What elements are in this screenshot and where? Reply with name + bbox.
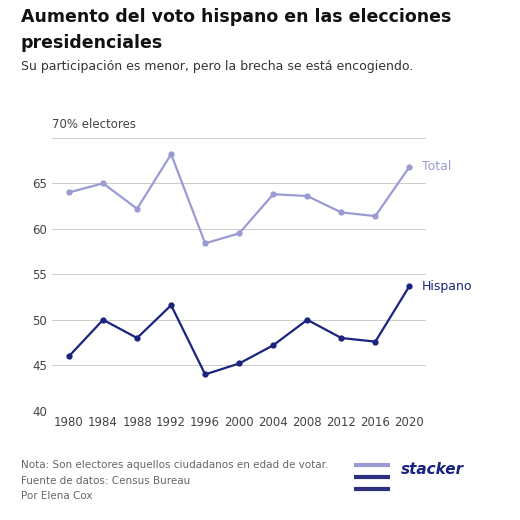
Text: Hispano: Hispano — [422, 280, 473, 293]
Text: Fuente de datos: Census Bureau: Fuente de datos: Census Bureau — [21, 476, 190, 486]
Text: Nota: Son electores aquellos ciudadanos en edad de votar.: Nota: Son electores aquellos ciudadanos … — [21, 460, 328, 470]
Text: Por Elena Cox: Por Elena Cox — [21, 491, 93, 501]
Text: Su participación es menor, pero la brecha se está encogiendo.: Su participación es menor, pero la brech… — [21, 60, 413, 73]
Text: presidenciales: presidenciales — [21, 34, 163, 52]
Text: 70% electores: 70% electores — [52, 118, 136, 131]
Text: Total: Total — [422, 160, 451, 173]
Text: Aumento del voto hispano en las elecciones: Aumento del voto hispano en las eleccion… — [21, 8, 451, 26]
Text: stacker: stacker — [400, 462, 463, 476]
